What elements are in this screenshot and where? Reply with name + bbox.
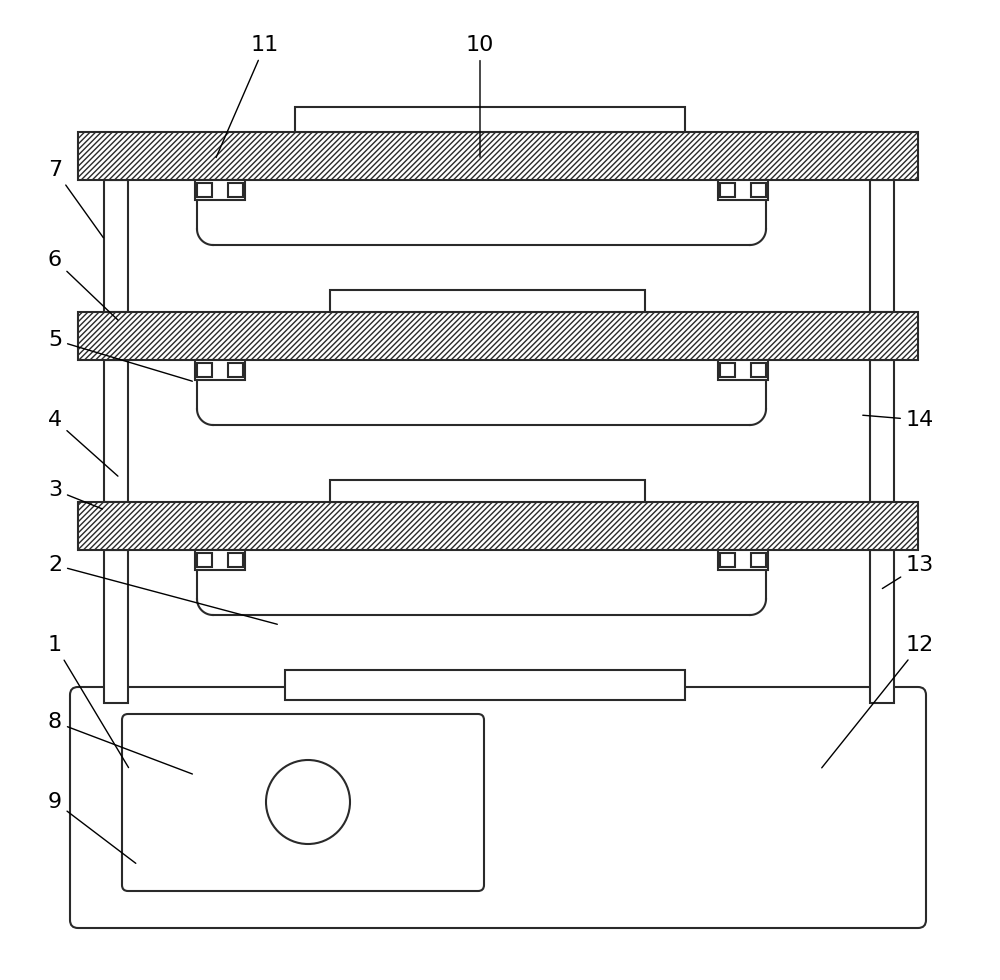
Bar xyxy=(751,183,766,197)
Bar xyxy=(720,553,735,567)
Bar xyxy=(195,180,245,200)
Text: 5: 5 xyxy=(48,330,192,381)
Bar xyxy=(718,550,768,570)
Bar xyxy=(78,132,918,180)
Bar xyxy=(78,502,918,550)
Text: 2: 2 xyxy=(48,555,277,624)
Text: 3: 3 xyxy=(48,480,102,509)
Bar xyxy=(104,360,128,502)
Bar xyxy=(751,363,766,377)
Bar xyxy=(751,553,766,567)
Bar xyxy=(104,180,128,312)
Bar xyxy=(720,183,735,197)
Bar xyxy=(295,107,685,132)
Bar xyxy=(104,550,128,703)
Bar xyxy=(195,550,245,570)
Bar xyxy=(197,183,212,197)
Bar xyxy=(228,553,243,567)
Bar xyxy=(197,363,212,377)
Text: 12: 12 xyxy=(822,635,934,768)
FancyBboxPatch shape xyxy=(70,687,926,928)
Bar xyxy=(870,550,894,703)
Bar xyxy=(718,180,768,200)
Bar xyxy=(720,363,735,377)
Bar xyxy=(285,670,685,700)
Text: 8: 8 xyxy=(48,712,192,774)
Bar xyxy=(330,290,645,312)
Text: 10: 10 xyxy=(466,35,494,157)
Bar xyxy=(197,553,212,567)
Bar xyxy=(330,480,645,502)
Text: 4: 4 xyxy=(48,410,118,476)
Text: 6: 6 xyxy=(48,250,118,320)
Text: 9: 9 xyxy=(48,792,136,863)
Bar xyxy=(195,360,245,380)
Text: 13: 13 xyxy=(882,555,934,589)
Bar xyxy=(228,183,243,197)
Text: 11: 11 xyxy=(216,35,279,158)
Bar xyxy=(718,360,768,380)
Bar xyxy=(870,180,894,312)
Bar xyxy=(78,312,918,360)
Bar xyxy=(228,363,243,377)
FancyBboxPatch shape xyxy=(122,714,484,891)
Text: 14: 14 xyxy=(863,410,934,430)
Bar xyxy=(870,360,894,502)
Circle shape xyxy=(266,760,350,844)
Text: 7: 7 xyxy=(48,160,103,238)
Text: 1: 1 xyxy=(48,635,129,767)
